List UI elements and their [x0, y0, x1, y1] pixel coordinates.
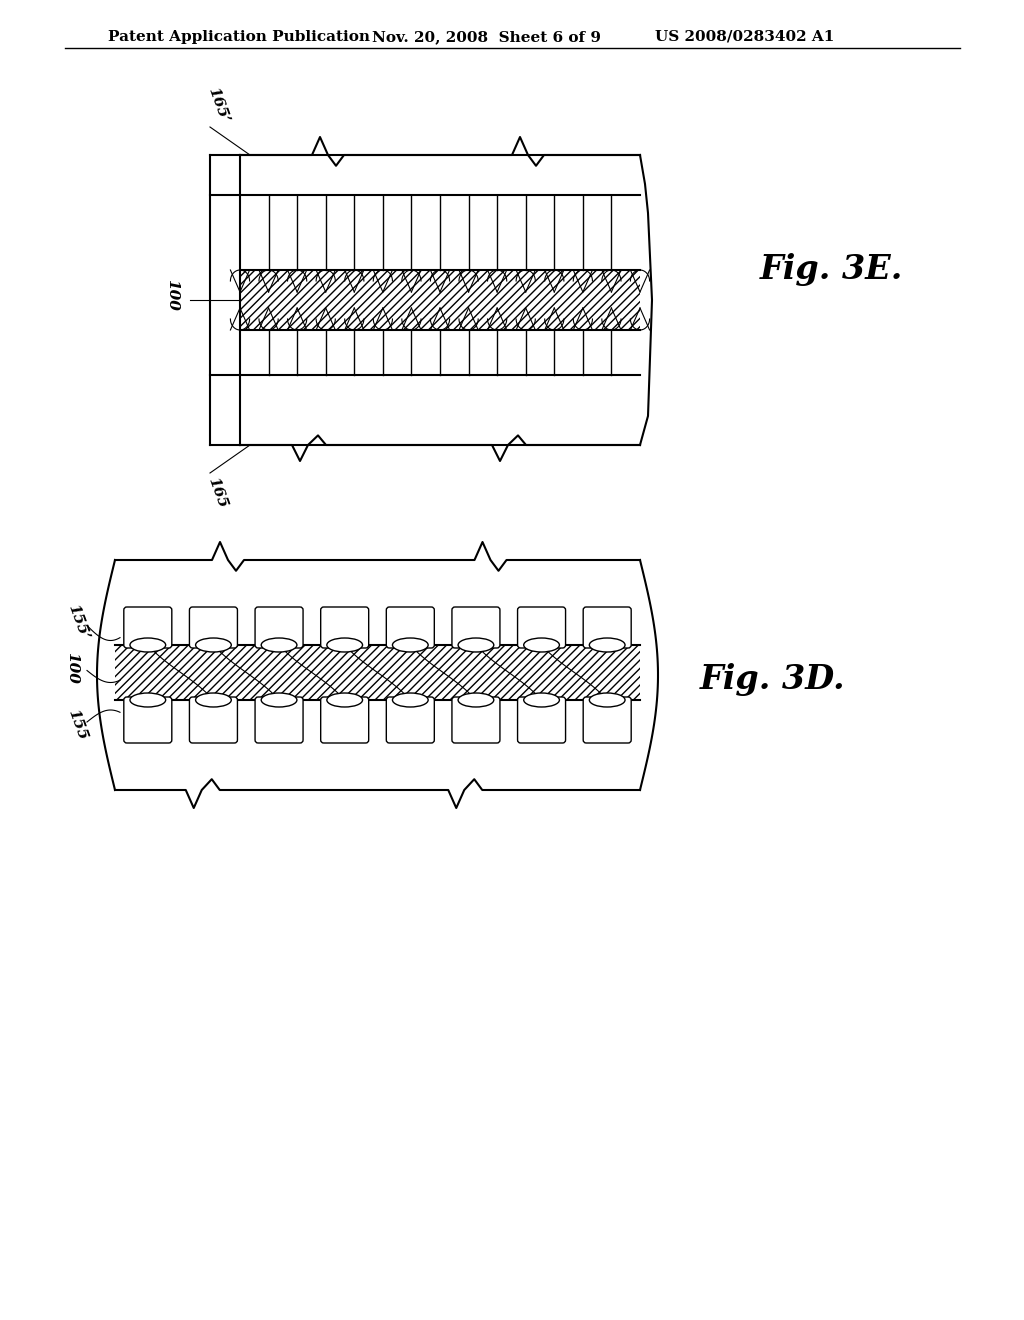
Ellipse shape [458, 638, 494, 652]
Ellipse shape [392, 638, 428, 652]
Text: 100: 100 [65, 652, 79, 684]
FancyBboxPatch shape [189, 607, 238, 648]
FancyBboxPatch shape [517, 697, 565, 743]
Ellipse shape [130, 693, 166, 708]
FancyBboxPatch shape [124, 697, 172, 743]
Ellipse shape [458, 693, 494, 708]
Bar [115, 645, 640, 700]
Ellipse shape [261, 693, 297, 708]
Text: Fig. 3E.: Fig. 3E. [760, 253, 903, 286]
FancyBboxPatch shape [124, 607, 172, 648]
Text: 155: 155 [65, 708, 89, 742]
Ellipse shape [590, 693, 625, 708]
Ellipse shape [130, 638, 166, 652]
FancyBboxPatch shape [584, 697, 631, 743]
Ellipse shape [523, 693, 559, 708]
FancyBboxPatch shape [321, 607, 369, 648]
FancyBboxPatch shape [255, 697, 303, 743]
Text: 165’: 165’ [205, 86, 230, 125]
Ellipse shape [261, 638, 297, 652]
FancyBboxPatch shape [452, 607, 500, 648]
Ellipse shape [327, 693, 362, 708]
Text: Nov. 20, 2008  Sheet 6 of 9: Nov. 20, 2008 Sheet 6 of 9 [372, 30, 601, 44]
FancyBboxPatch shape [517, 607, 565, 648]
Text: 100: 100 [165, 279, 179, 312]
FancyBboxPatch shape [584, 607, 631, 648]
Text: 165: 165 [205, 475, 229, 510]
Ellipse shape [196, 638, 231, 652]
Text: Fig. 3D.: Fig. 3D. [700, 664, 846, 697]
Ellipse shape [523, 638, 559, 652]
FancyBboxPatch shape [386, 697, 434, 743]
Ellipse shape [196, 693, 231, 708]
Ellipse shape [392, 693, 428, 708]
Text: 155’: 155’ [65, 603, 91, 643]
FancyBboxPatch shape [386, 607, 434, 648]
FancyBboxPatch shape [255, 607, 303, 648]
FancyBboxPatch shape [452, 697, 500, 743]
Ellipse shape [327, 638, 362, 652]
Text: US 2008/0283402 A1: US 2008/0283402 A1 [655, 30, 835, 44]
Bar [240, 271, 640, 330]
FancyBboxPatch shape [189, 697, 238, 743]
FancyBboxPatch shape [321, 697, 369, 743]
Text: Patent Application Publication: Patent Application Publication [108, 30, 370, 44]
Ellipse shape [590, 638, 625, 652]
